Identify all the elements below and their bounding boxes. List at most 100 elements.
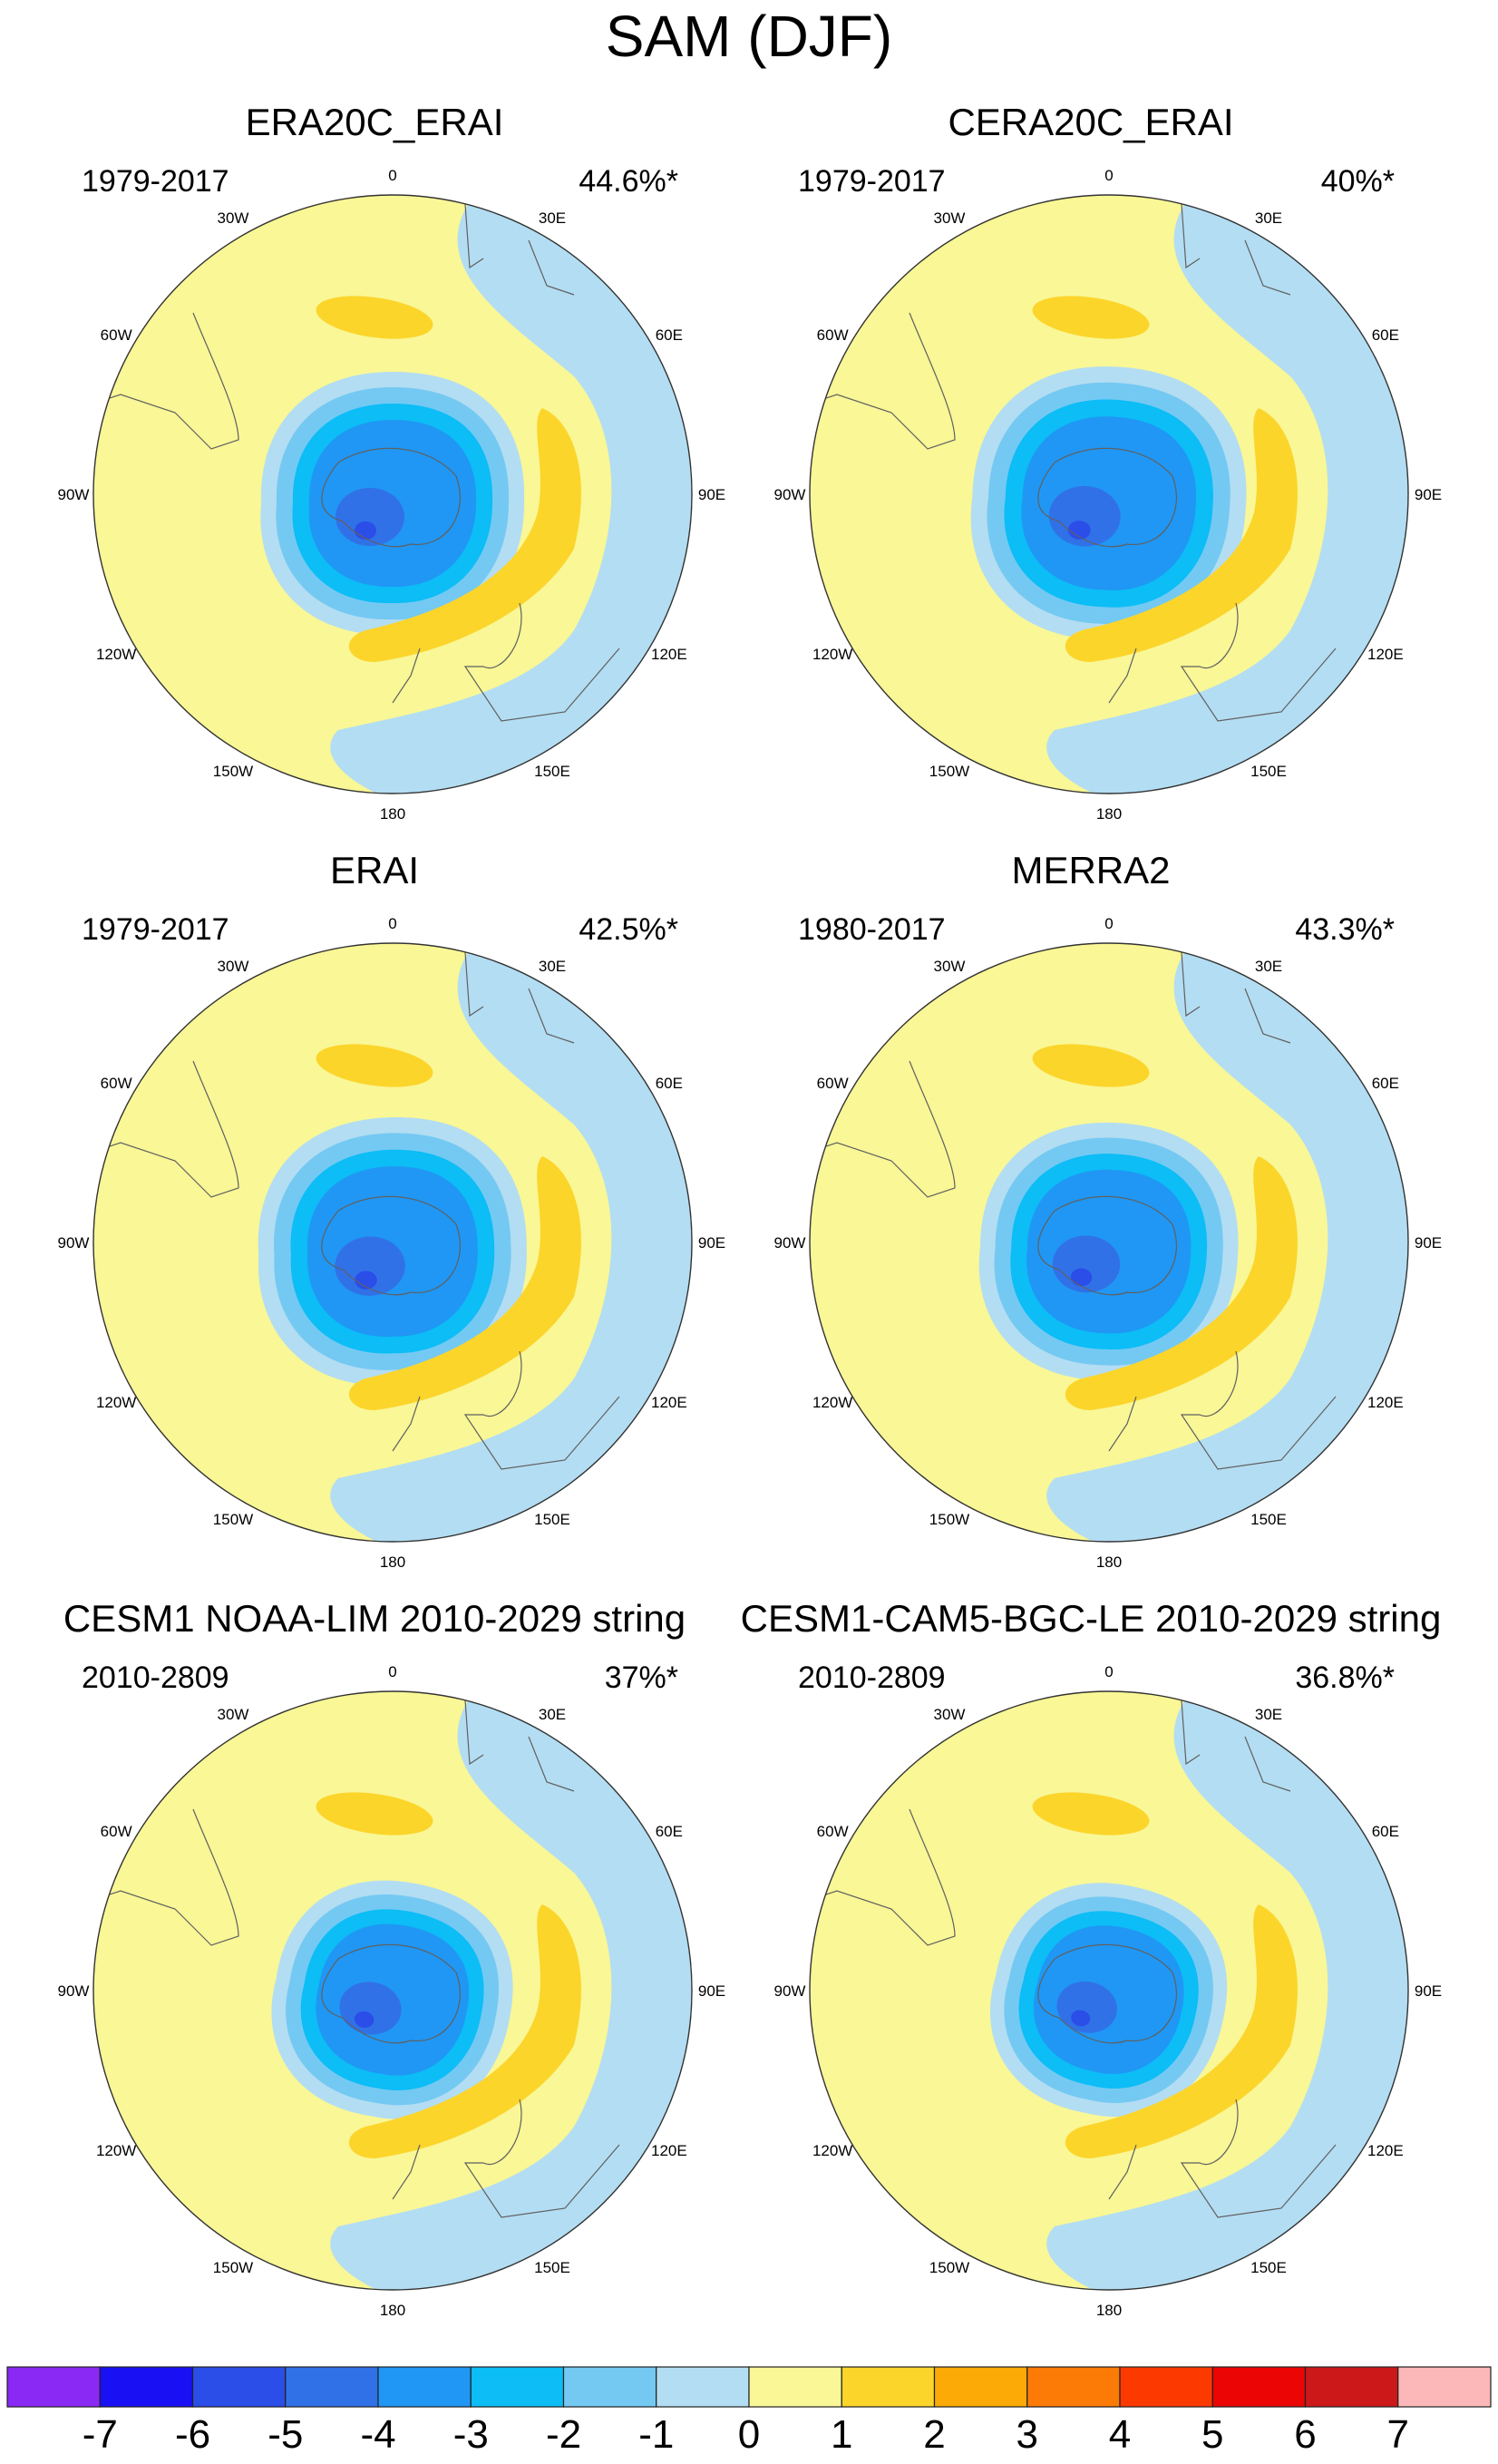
positive-lobe-east — [1065, 1156, 1298, 1410]
longitude-label: 180 — [1096, 2302, 1122, 2319]
colorbar-swatch — [1026, 2366, 1121, 2408]
longitude-label: 60E — [656, 1823, 683, 1840]
positive-lobe-east — [1065, 1904, 1298, 2158]
longitude-label: 60W — [817, 1075, 849, 1092]
panel-variance: 42.5%* — [579, 912, 678, 947]
longitude-label: 0 — [388, 915, 396, 932]
longitude-label: 180 — [380, 805, 405, 823]
colorbar-swatch — [562, 2366, 657, 2408]
longitude-label: 90W — [58, 486, 90, 503]
longitude-label: 60W — [101, 1075, 132, 1092]
longitude-label: 30W — [934, 1706, 966, 1723]
longitude-label: 150W — [213, 763, 253, 780]
polar-map: 0 30E 60E 90E 120E 150E 180 150W 120W 90W 60W 30W — [58, 1663, 726, 2319]
colorbar-swatch — [748, 2366, 842, 2408]
colorbar-swatch — [99, 2366, 194, 2408]
panel-title: MERRA2 — [1011, 849, 1171, 891]
coastlines — [93, 1699, 620, 2218]
longitude-label: 120E — [1367, 1394, 1404, 1411]
panel-period: 1979-2017 — [82, 912, 229, 947]
longitude-label: 90W — [774, 1982, 806, 2000]
panel-variance: 43.3%* — [1295, 912, 1395, 947]
longitude-label: 120E — [651, 2142, 687, 2159]
longitude-label: 30W — [218, 958, 249, 975]
longitude-label: 90W — [58, 1982, 90, 2000]
longitude-label: 30E — [1255, 958, 1282, 975]
longitude-label: 90E — [1415, 1234, 1442, 1251]
longitude-label: 30E — [539, 958, 566, 975]
longitude-label: 60E — [1372, 326, 1399, 344]
longitude-label: 150E — [534, 763, 570, 780]
longitude-label: 30E — [539, 1706, 566, 1723]
longitude-label: 120W — [96, 1394, 136, 1411]
colorbar-tick-label: 3 — [1016, 2412, 1038, 2457]
longitude-label: 150W — [213, 1511, 253, 1528]
longitude-label: 90E — [698, 1982, 725, 2000]
coastlines — [810, 951, 1337, 1470]
longitude-label: 90E — [698, 1234, 725, 1251]
longitude-label: 90E — [698, 486, 725, 503]
colorbar-tick-label: 4 — [1108, 2412, 1132, 2457]
panel-title: CERA20C_ERAI — [948, 101, 1234, 143]
longitude-label: 60E — [656, 1075, 683, 1092]
positive-lobe-east — [348, 408, 581, 662]
longitude-label: 60W — [817, 326, 849, 344]
colorbar-tick-label: -2 — [545, 2412, 582, 2457]
longitude-label: 60W — [101, 326, 132, 344]
longitude-label: 60W — [817, 1823, 849, 1840]
longitude-label: 0 — [1104, 1663, 1113, 1680]
negative-core — [989, 1883, 1228, 2117]
colorbar-swatch — [377, 2366, 472, 2408]
longitude-label: 90E — [1415, 1982, 1442, 2000]
map-border — [92, 1690, 693, 2291]
longitude-label: 120W — [96, 2142, 136, 2159]
longitude-label: 150W — [929, 1511, 969, 1528]
colorbar-tick-label: -1 — [638, 2412, 675, 2457]
longitude-label: 90W — [774, 486, 806, 503]
panel-variance: 37%* — [604, 1661, 678, 1695]
colorbar-swatch — [1397, 2366, 1492, 2408]
longitude-label: 0 — [1104, 915, 1113, 932]
colorbar-swatch — [285, 2366, 379, 2408]
longitude-label: 150W — [213, 2259, 253, 2276]
colorbar-swatch — [1304, 2366, 1399, 2408]
colorbar-swatch — [656, 2366, 750, 2408]
longitude-label: 30W — [218, 1706, 249, 1723]
longitude-label: 120E — [651, 646, 687, 663]
longitude-label: 90W — [58, 1234, 90, 1251]
longitude-label: 60W — [101, 1823, 132, 1840]
panel-variance: 44.6%* — [579, 164, 678, 199]
colorbar-tick-label: 5 — [1201, 2412, 1224, 2457]
colorbar-tick-label: 2 — [923, 2412, 946, 2457]
longitude-label: 150E — [1250, 763, 1287, 780]
colorbar-tick-label: -4 — [360, 2412, 396, 2457]
colorbar-tick-label: -3 — [452, 2412, 489, 2457]
longitude-label: 30E — [1255, 209, 1282, 227]
longitude-label: 150E — [1250, 2259, 1287, 2276]
negative-core — [970, 366, 1247, 641]
polar-map: 0 30E 60E 90E 120E 150E 180 150W 120W 90W 60W 30W — [774, 915, 1443, 1571]
colorbar-tick-label: 1 — [831, 2412, 853, 2457]
colorbar-swatch — [470, 2366, 565, 2408]
colorbar-tick-label: 6 — [1294, 2412, 1317, 2457]
map-border — [92, 942, 693, 1543]
positive-lobe-north — [1032, 296, 1150, 339]
longitude-label: 120E — [651, 1394, 687, 1411]
colorbar-tick-label: -6 — [174, 2412, 211, 2457]
colorbar-swatch — [6, 2366, 101, 2408]
longitude-label: 180 — [1096, 1553, 1122, 1571]
longitude-label: 60E — [656, 326, 683, 344]
coastlines — [810, 1699, 1337, 2218]
colorbar-swatch — [191, 2366, 287, 2408]
panel-title: CESM1 NOAA-LIM 2010-2029 string — [63, 1597, 686, 1640]
colorbar-swatch — [841, 2366, 936, 2408]
longitude-label: 150W — [929, 763, 969, 780]
panel-title: CESM1-CAM5-BGC-LE 2010-2029 string — [740, 1597, 1442, 1640]
longitude-label: 30E — [539, 209, 566, 227]
positive-lobe-north — [316, 296, 433, 339]
positive-lobe-north — [316, 1792, 433, 1836]
coastlines — [93, 951, 620, 1470]
negative-core — [258, 1117, 527, 1387]
longitude-label: 180 — [380, 2302, 405, 2319]
polar-map: 0 30E 60E 90E 120E 150E 180 150W 120W 90W 60W 30W — [58, 915, 726, 1571]
